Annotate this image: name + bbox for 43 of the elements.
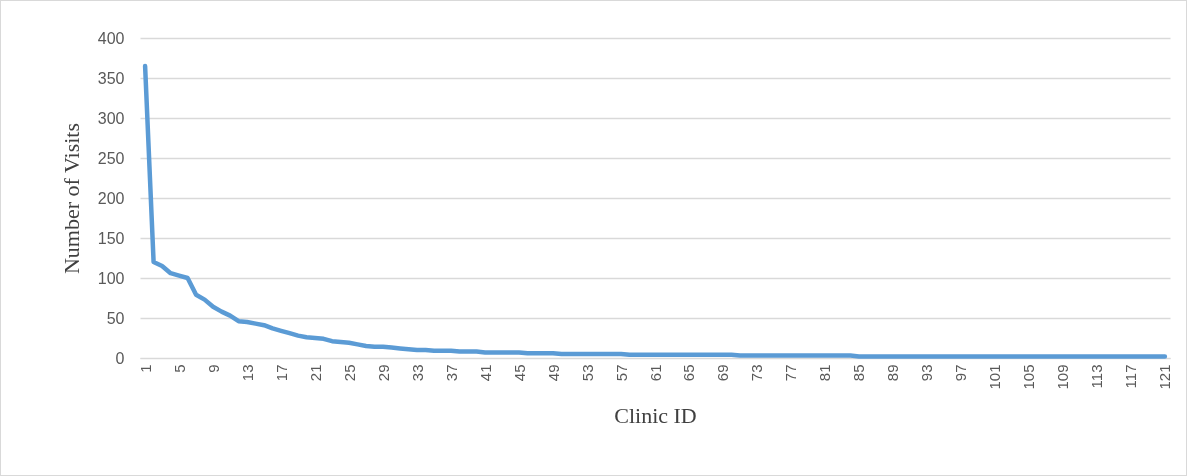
x-tick-label: 41	[476, 364, 494, 382]
x-tick-label: 93	[918, 364, 936, 382]
x-tick-label: 57	[612, 364, 630, 382]
y-axis-title: Number of Visits	[58, 122, 84, 275]
x-tick-label: 85	[850, 364, 868, 382]
line-series	[142, 63, 1168, 359]
y-tick-label: 200	[97, 189, 125, 207]
x-tick-label: 105	[1020, 364, 1038, 390]
x-tick-label: 77	[782, 364, 800, 382]
x-tick-label: 37	[442, 364, 460, 382]
x-tick-label: 113	[1088, 364, 1106, 389]
x-tick-label: 25	[340, 364, 358, 382]
y-tick-label: 100	[97, 269, 125, 287]
x-tick-label: 69	[714, 364, 732, 382]
y-tick-label: 0	[115, 349, 125, 367]
x-tick-label: 65	[680, 364, 698, 382]
x-tick-label: 61	[646, 364, 664, 382]
x-tick-label: 117	[1122, 364, 1140, 389]
x-tick-label: 73	[748, 364, 766, 382]
y-tick-label: 400	[97, 29, 125, 47]
y-tick-label: 150	[97, 229, 125, 247]
x-tick-label: 29	[374, 364, 392, 382]
x-tick-label: 97	[952, 364, 970, 382]
y-tick-label: 250	[97, 149, 125, 167]
x-tick-label: 5	[170, 364, 188, 373]
x-tick-label: 17	[272, 364, 290, 382]
x-tick-label: 45	[510, 364, 528, 382]
y-tick-label: 350	[97, 69, 125, 87]
x-tick-label: 121	[1156, 364, 1174, 390]
x-tick-label: 49	[544, 364, 562, 382]
x-axis-title: Clinic ID	[614, 402, 697, 428]
x-tick-label: 89	[884, 364, 902, 382]
x-tick-label: 109	[1054, 364, 1072, 390]
x-tick-label: 13	[238, 364, 256, 382]
x-tick-label: 33	[408, 364, 426, 382]
y-tick-label: 50	[106, 309, 125, 327]
y-tick-label: 300	[97, 109, 125, 127]
x-tick-label: 1	[136, 364, 154, 373]
x-tick-label: 21	[306, 364, 324, 382]
x-tick-label: 81	[816, 364, 834, 382]
x-tick-label: 9	[204, 364, 222, 373]
x-tick-label: 53	[578, 364, 596, 382]
x-tick-label: 101	[986, 364, 1004, 390]
